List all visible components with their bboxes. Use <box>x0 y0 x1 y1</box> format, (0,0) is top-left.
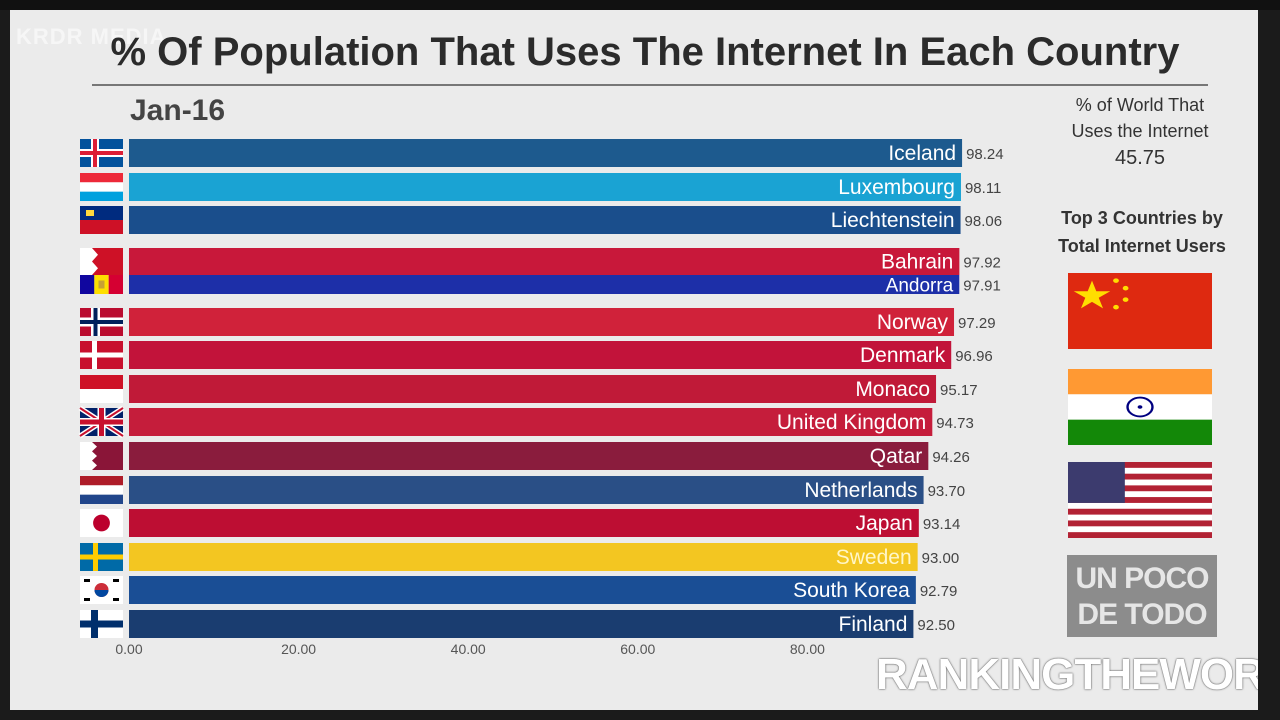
logo-line1: UN POCO <box>1075 562 1209 595</box>
bar-category-label: Norway <box>877 311 949 334</box>
bar-category-label: Denmark <box>860 344 946 367</box>
bar-value-label: 97.92 <box>963 255 1001 272</box>
bar-value-label: 93.00 <box>922 550 960 567</box>
bar-norway <box>129 308 955 336</box>
usa-flag <box>1068 462 1212 538</box>
bahrain-flag <box>80 248 123 275</box>
norway-flag <box>80 308 123 336</box>
bar-value-label: 98.11 <box>965 180 1001 197</box>
bar-value-label: 98.24 <box>966 146 1004 163</box>
title-divider <box>92 84 1208 86</box>
x-tick-label: 80.00 <box>790 641 825 657</box>
iceland-flag <box>80 139 123 167</box>
bar-category-label: Iceland <box>888 142 956 165</box>
world-usage-label: % of World That Uses the Internet <box>1052 92 1228 144</box>
india-flag <box>1068 369 1212 445</box>
bar-value-label: 92.79 <box>920 583 958 600</box>
bar-category-label: South Korea <box>793 579 910 602</box>
south-korea-flag <box>80 576 123 604</box>
bar-denmark <box>129 341 952 369</box>
bar-category-label: Luxembourg <box>838 176 955 199</box>
bar-monaco <box>129 375 937 403</box>
japan-flag <box>80 509 123 537</box>
bar-category-label: Bahrain <box>881 251 953 274</box>
bar-qatar <box>129 442 929 470</box>
denmark-flag <box>80 341 123 369</box>
bar-value-label: 97.29 <box>958 315 996 332</box>
top3-heading: Top 3 Countries by Total Internet Users <box>1040 204 1244 260</box>
uk-flag <box>78 405 125 439</box>
bar-finland <box>129 610 914 638</box>
bar-value-label: 98.06 <box>965 213 1003 230</box>
top3-heading-line2: Total Internet Users <box>1058 236 1226 256</box>
bar-luxembourg <box>129 173 961 201</box>
bar-value-label: 96.96 <box>955 348 993 365</box>
top-strip <box>0 0 1280 10</box>
bar-value-label: 94.26 <box>932 449 970 466</box>
liechtenstein-flag <box>80 206 123 234</box>
x-tick-label: 60.00 <box>620 641 655 657</box>
bar-value-label: 93.14 <box>923 516 961 533</box>
monaco-flag <box>80 375 123 403</box>
andorra-flag <box>80 275 123 294</box>
bar-category-label: Qatar <box>870 445 923 468</box>
bar-value-label: 97.91 <box>963 278 1001 295</box>
luxembourg-flag <box>80 173 123 201</box>
qatar-flag <box>80 442 123 470</box>
bar-united-kingdom <box>129 408 933 436</box>
top-watermark: KRDR MEDIA <box>16 24 167 49</box>
bar-category-label: United Kingdom <box>777 411 926 434</box>
bar-sweden <box>129 543 918 571</box>
x-tick-label: 20.00 <box>281 641 316 657</box>
logo-line2: DE TODO <box>1077 598 1207 631</box>
date-label: Jan-16 <box>130 94 226 127</box>
world-usage-label-line2: Uses the Internet <box>1071 121 1209 141</box>
channel-logo: UN POCO DE TODO <box>1067 555 1217 637</box>
bar-bahrain <box>129 248 960 275</box>
china-flag <box>1068 273 1212 349</box>
bar-value-label: 93.70 <box>928 483 966 500</box>
bar-chart: 0.00 20.00 40.00 60.00 80.00 Iceland 98.24 Luxe… <box>78 139 1004 657</box>
bar-value-label: 92.50 <box>917 617 955 634</box>
bar-south-korea <box>129 576 916 604</box>
video-frame: KRDR MEDIA % Of Population That Uses The… <box>10 10 1258 710</box>
bar-category-label: Finland <box>839 613 908 636</box>
bar-value-label: 94.73 <box>936 415 974 432</box>
sweden-flag <box>80 543 123 571</box>
bar-category-label: Sweden <box>836 546 912 569</box>
bar-liechtenstein <box>129 206 961 234</box>
finland-flag <box>80 610 123 638</box>
bottom-watermark: RANKINGTHEWORLD <box>876 650 1258 699</box>
x-tick-label: 40.00 <box>451 641 486 657</box>
x-tick-label: 0.00 <box>115 641 142 657</box>
world-usage-value: 45.75 <box>1114 147 1166 169</box>
top3-heading-line1: Top 3 Countries by <box>1061 208 1223 228</box>
chart-title: % Of Population That Uses The Internet I… <box>110 30 1180 74</box>
bar-andorra <box>129 275 960 294</box>
bar-value-label: 95.17 <box>940 382 978 399</box>
bar-iceland <box>129 139 963 167</box>
bar-netherlands <box>129 476 924 504</box>
world-usage-label-line1: % of World That <box>1075 95 1205 115</box>
bar-category-label: Japan <box>856 512 913 535</box>
bar-category-label: Andorra <box>886 276 954 297</box>
bar-japan <box>129 509 919 537</box>
bar-category-label: Netherlands <box>804 479 917 502</box>
bar-category-label: Liechtenstein <box>831 209 955 232</box>
bar-category-label: Monaco <box>855 378 930 401</box>
netherlands-flag <box>80 476 123 504</box>
